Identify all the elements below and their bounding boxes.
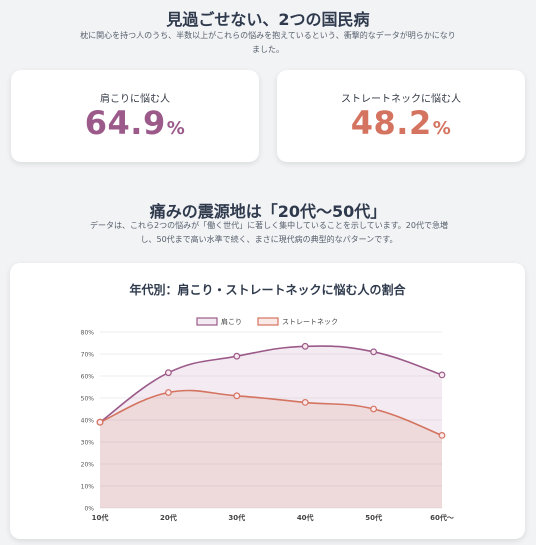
x-tick-label: 60代〜 [430, 513, 454, 522]
y-tick-label: 50% [81, 396, 95, 403]
series-area-shoulder [100, 345, 442, 508]
data-point-shoulder [233, 352, 241, 360]
section-title-national-diseases: 見過ごせない、2つの国民病 [166, 10, 370, 29]
stat-number-straight-neck: 48.2 [350, 104, 432, 142]
y-tick-label: 0% [84, 506, 94, 513]
stat-card-straight-neck: ストレートネックに悩む人 48.2% [277, 70, 525, 162]
stat-value-shoulder: 64.9% [11, 104, 259, 142]
data-point-straight-neck [370, 405, 378, 413]
section-description-national-diseases: 枕に関心を持つ人のうち、半数以上がこれらの悩みを抱えているという、衝撃的なデータ… [80, 31, 456, 54]
series-area-straight-neck [100, 390, 442, 508]
stat-unit-straight-neck: % [432, 118, 452, 139]
data-point-straight-neck [233, 392, 241, 400]
stat-value-straight-neck: 48.2% [277, 104, 525, 142]
x-tick-label: 30代 [228, 513, 245, 522]
legend-swatch-shoulder [196, 317, 218, 326]
legend-label-straight-neck: ストレートネック [282, 318, 338, 326]
data-point-straight-neck [96, 418, 104, 426]
stat-label-straight-neck: ストレートネックに悩む人 [341, 94, 461, 105]
legend-label-shoulder: 肩こり [221, 317, 242, 326]
age-group-area-chart: 0% 10% 20% 30% 40% 50% 60% 70% 80% 10代 20代 30代 40代 50… [81, 317, 454, 522]
data-point-straight-neck [301, 398, 309, 406]
y-tick-label: 60% [81, 374, 95, 381]
y-tick-label: 70% [81, 352, 95, 359]
x-tick-label: 50代 [365, 513, 382, 522]
data-point-shoulder [438, 371, 446, 379]
y-tick-label: 30% [81, 440, 95, 447]
data-point-straight-neck [438, 431, 446, 439]
data-point-shoulder [370, 348, 378, 356]
x-tick-label: 40代 [297, 513, 314, 522]
section-description-pain-epicenter: データは、これら2つの悩みが「働く世代」に著しく集中していることを示しています。… [90, 221, 448, 244]
data-point-straight-neck [164, 389, 172, 396]
data-point-shoulder [301, 342, 309, 350]
x-tick-label: 10代 [92, 513, 109, 522]
y-tick-label: 80% [81, 330, 95, 337]
stat-unit-shoulder: % [166, 118, 186, 139]
chart-title: 年代別：肩こり・ストレートネックに悩む人の割合 [129, 283, 406, 297]
legend-swatch-straight-neck [257, 317, 279, 326]
y-tick-label: 40% [81, 418, 95, 425]
stat-card-shoulder: 肩こりに悩む人 64.9% [11, 70, 259, 162]
chart-card: 年代別：肩こり・ストレートネックに悩む人の割合 0% 10% 20% 30% 40% 50… [10, 263, 525, 539]
stat-label-shoulder: 肩こりに悩む人 [100, 94, 170, 105]
series-line-straight-neck [99, 389, 443, 437]
series-line-shoulder [99, 345, 443, 423]
x-tick-label: 20代 [160, 513, 177, 522]
section-title-pain-epicenter: 痛みの震源地は「20代〜50代」 [149, 202, 387, 221]
stat-number-shoulder: 64.9 [84, 104, 166, 142]
data-point-shoulder [164, 369, 172, 377]
y-tick-label: 20% [81, 462, 95, 469]
y-tick-label: 10% [81, 484, 95, 491]
